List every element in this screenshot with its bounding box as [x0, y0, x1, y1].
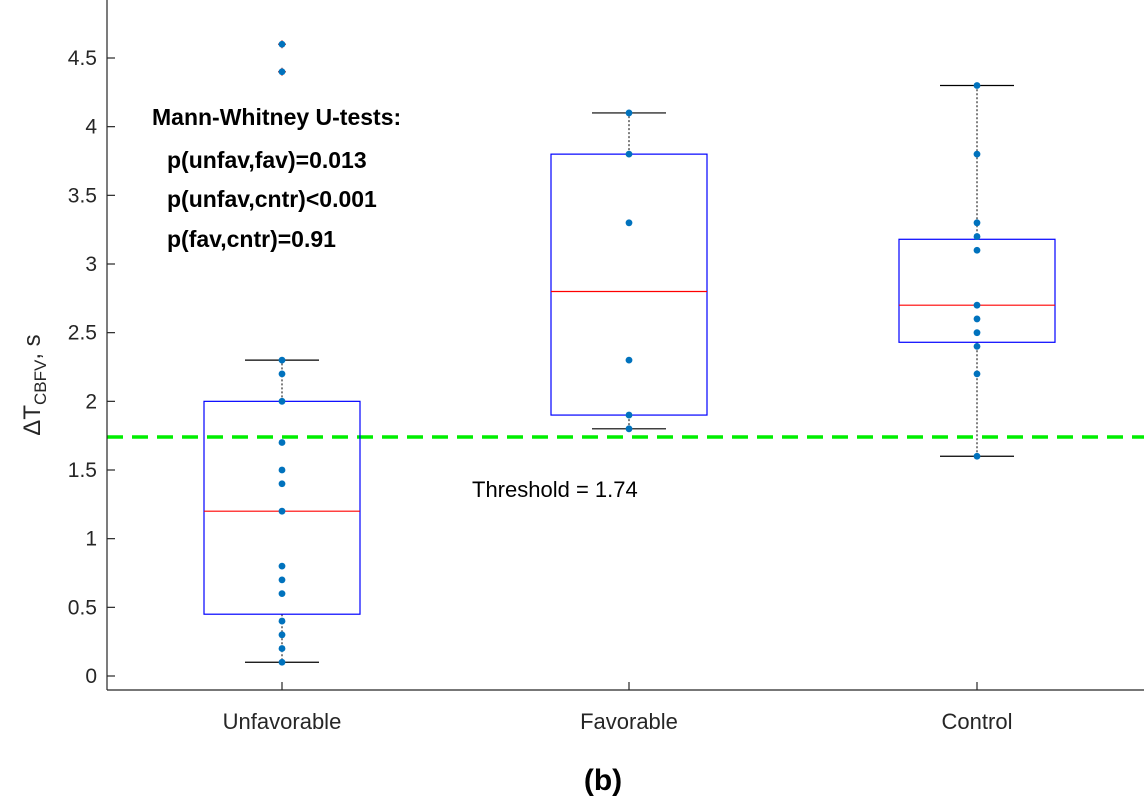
data-point	[278, 40, 286, 48]
data-point	[973, 150, 981, 158]
data-point	[278, 356, 286, 364]
data-point	[278, 466, 286, 474]
y-axis-label-unit: , s	[19, 334, 46, 359]
data-point	[973, 301, 981, 309]
y-axis-label-sub: CBFV	[31, 359, 50, 405]
data-point	[973, 343, 981, 350]
data-point	[278, 370, 286, 378]
data-point	[278, 507, 286, 515]
y-tick-label: 3.5	[68, 184, 97, 207]
data-point	[625, 219, 633, 227]
ticks-layer: 0 0.5 1 1.5 2 2.5 3 3.5 4 4.5 Unfavorable Favorable…	[68, 47, 1013, 734]
annotation-line-3: p(fav,cntr)=0.91	[167, 226, 336, 252]
annotation-line-2: p(unfav,cntr)<0.001	[167, 186, 377, 212]
y-tick-label: 2	[85, 390, 97, 413]
data-point	[973, 315, 981, 323]
data-point	[973, 219, 981, 227]
x-tick-label: Control	[942, 709, 1013, 734]
data-point	[973, 82, 981, 89]
y-tick-label: 4	[85, 116, 97, 139]
data-point	[278, 397, 286, 405]
data-point	[278, 562, 286, 570]
data-point	[625, 150, 633, 158]
data-point	[278, 439, 286, 446]
data-point	[973, 452, 981, 460]
data-point	[625, 109, 633, 117]
data-point	[278, 645, 286, 652]
data-point	[625, 411, 633, 419]
y-tick-label: 0	[85, 665, 97, 688]
data-point	[973, 233, 981, 240]
x-tick-label: Unfavorable	[223, 709, 342, 734]
panel-label: (b)	[584, 764, 622, 797]
y-tick-label: 3	[85, 253, 97, 276]
x-tick-label: Favorable	[580, 709, 678, 734]
data-point	[625, 425, 633, 433]
y-tick-label: 2.5	[68, 322, 97, 345]
y-axis-label: ΔTCBFV, s	[19, 334, 50, 435]
data-point	[278, 480, 286, 488]
data-point	[973, 329, 981, 337]
data-point	[278, 617, 286, 625]
data-point	[278, 590, 286, 597]
data-point	[973, 246, 981, 254]
annotation-line-1: p(unfav,fav)=0.013	[167, 147, 367, 173]
data-point	[278, 576, 286, 584]
y-tick-label: 4.5	[68, 47, 97, 70]
data-point	[278, 68, 286, 76]
y-tick-label: 0.5	[68, 596, 97, 619]
points-layer	[278, 40, 981, 666]
data-point	[625, 356, 633, 364]
y-tick-label: 1	[85, 528, 97, 551]
annotation-title: Mann-Whitney U-tests:	[152, 104, 401, 130]
data-point	[973, 370, 981, 378]
axes-layer	[106, 0, 1144, 691]
data-point	[278, 631, 286, 639]
threshold-label: Threshold = 1.74	[472, 477, 638, 502]
data-point	[278, 658, 286, 666]
plot-background	[107, 0, 1144, 690]
y-axis-label-main: ΔT	[19, 405, 46, 436]
y-tick-label: 1.5	[68, 459, 97, 482]
